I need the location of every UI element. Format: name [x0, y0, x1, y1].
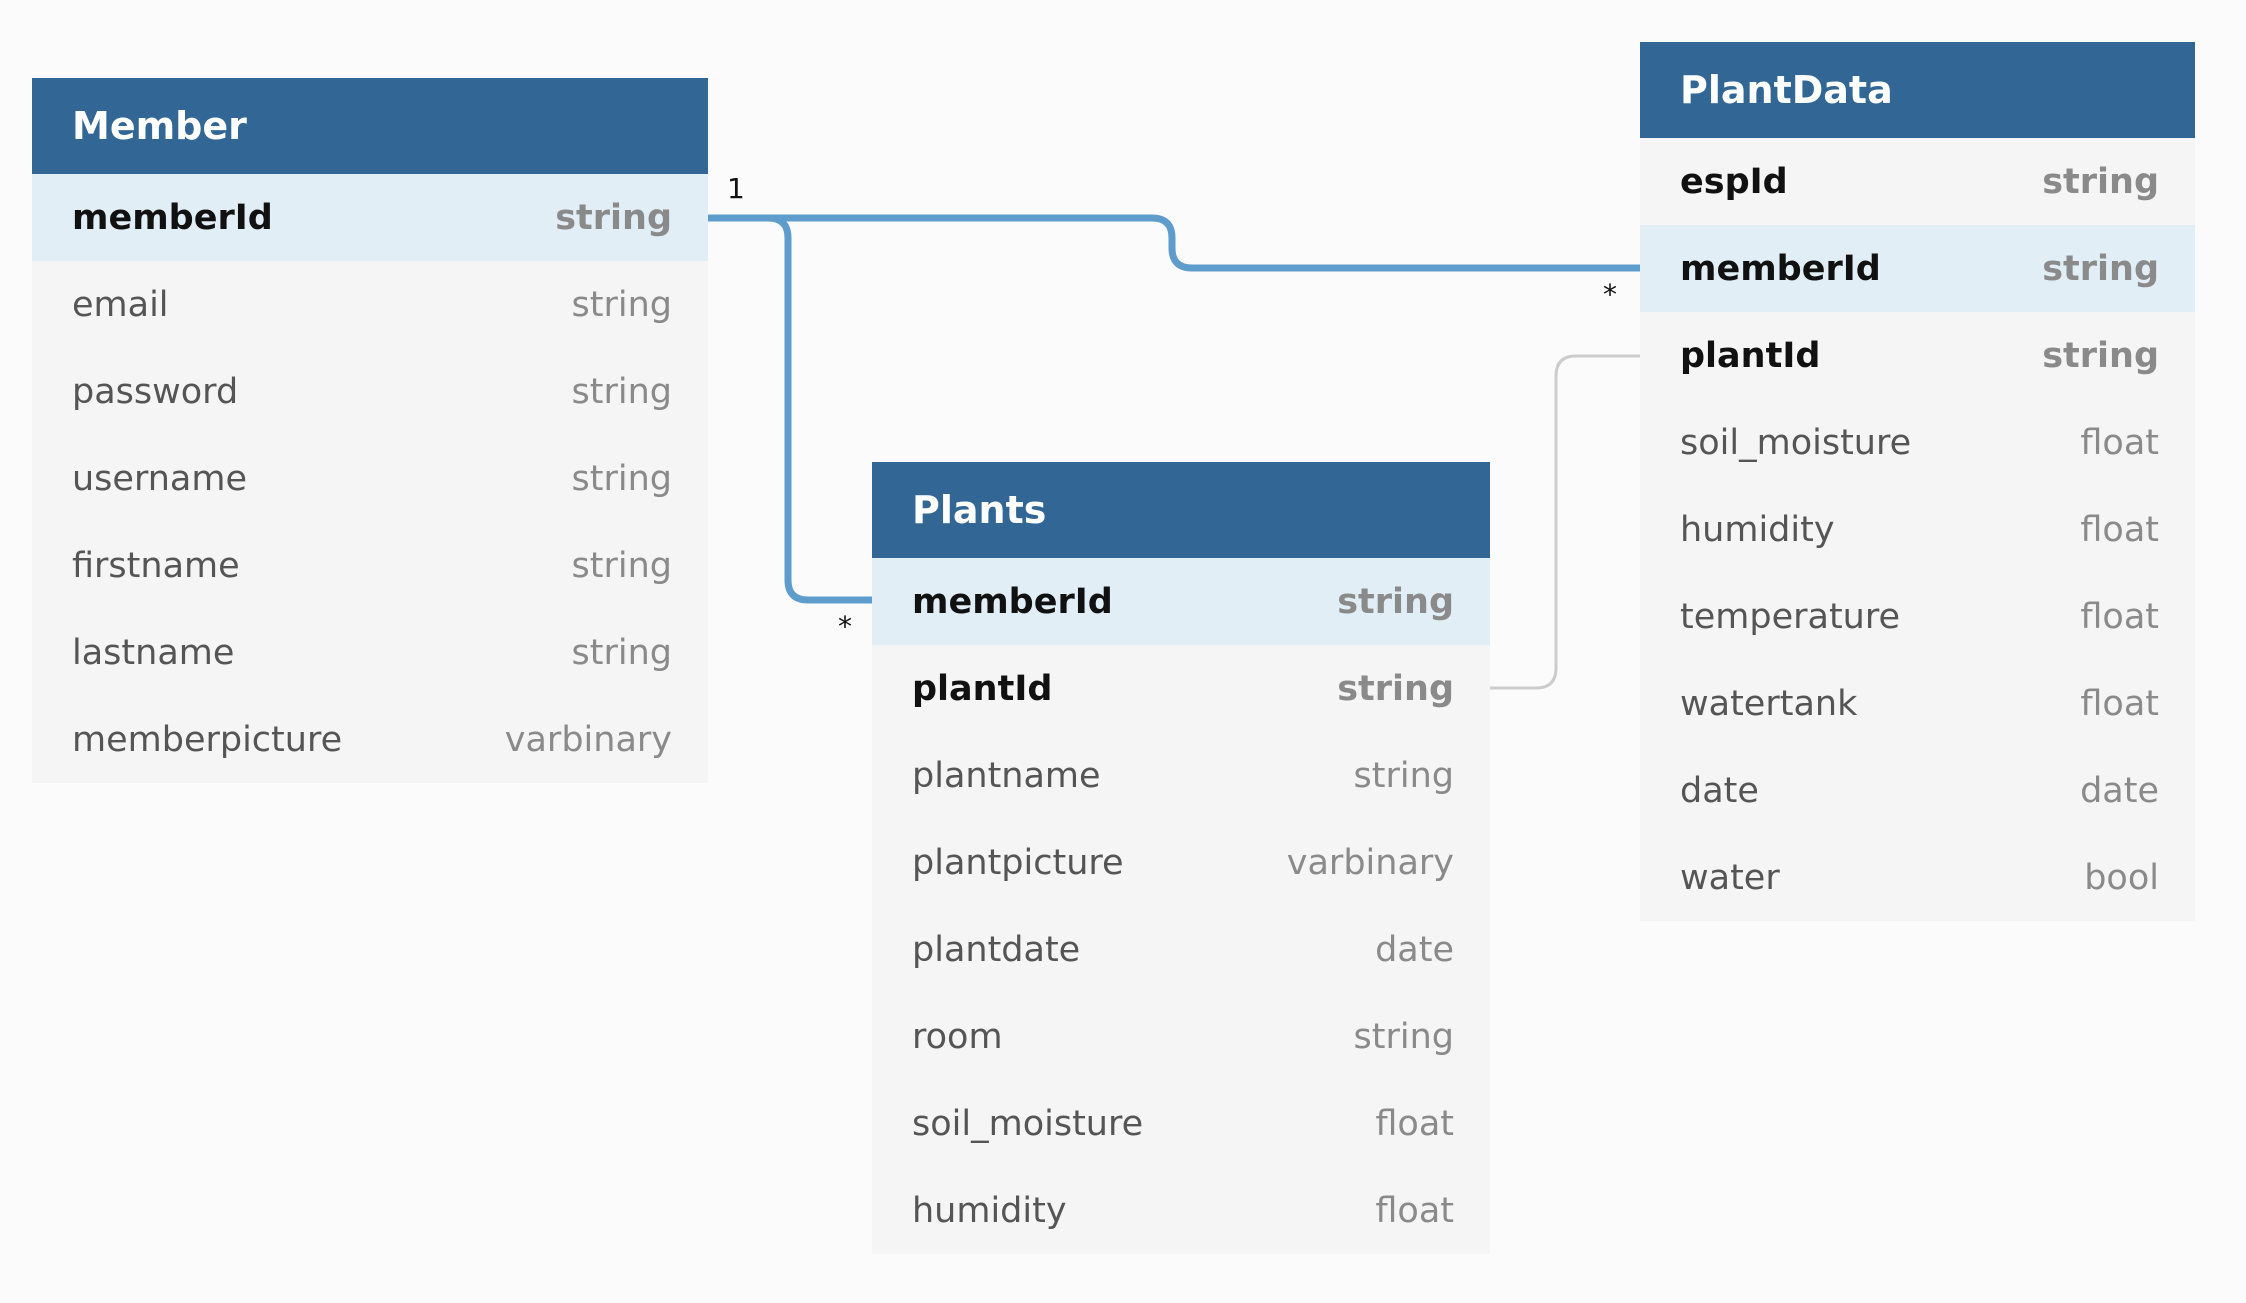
cardinality-one-label: 1 — [727, 172, 745, 205]
field-name: humidity — [1680, 509, 1835, 550]
field-type: string — [2042, 248, 2159, 289]
field-row[interactable]: humidity float — [872, 1167, 1490, 1254]
field-name: soil_moisture — [912, 1103, 1144, 1144]
field-name: memberId — [72, 197, 273, 238]
field-row[interactable]: humidity float — [1640, 486, 2195, 573]
field-type: float — [1375, 1103, 1454, 1144]
field-name: date — [1680, 770, 1759, 811]
field-type: bool — [2084, 857, 2159, 898]
field-name: password — [72, 371, 239, 412]
table-member[interactable]: Member memberId string email string pass… — [32, 78, 708, 783]
field-row[interactable]: plantdate date — [872, 906, 1490, 993]
field-type: string — [1337, 581, 1454, 622]
field-type: string — [2042, 161, 2159, 202]
field-name: memberId — [912, 581, 1113, 622]
field-row[interactable]: password string — [32, 348, 708, 435]
field-row[interactable]: lastname string — [32, 609, 708, 696]
field-row[interactable]: espId string — [1640, 138, 2195, 225]
relation-plants-plantdata — [1490, 354, 1640, 690]
field-row[interactable]: room string — [872, 993, 1490, 1080]
table-member-title[interactable]: Member — [32, 78, 708, 174]
field-type: date — [1375, 929, 1454, 970]
field-name: lastname — [72, 632, 235, 673]
relation-member-plantdata — [708, 214, 1640, 272]
field-name: water — [1680, 857, 1780, 898]
field-type: string — [2042, 335, 2159, 376]
field-row[interactable]: plantId string — [1640, 312, 2195, 399]
field-row[interactable]: plantId string — [872, 645, 1490, 732]
field-row[interactable]: email string — [32, 261, 708, 348]
field-row[interactable]: memberId string — [32, 174, 708, 261]
table-plants[interactable]: Plants memberId string plantId string pl… — [872, 462, 1490, 1254]
field-name: room — [912, 1016, 1003, 1057]
field-name: humidity — [912, 1190, 1067, 1231]
field-name: watertank — [1680, 683, 1858, 724]
field-type: string — [571, 284, 672, 325]
field-row[interactable]: temperature float — [1640, 573, 2195, 660]
field-row[interactable]: memberId string — [1640, 225, 2195, 312]
field-name: plantId — [1680, 335, 1821, 376]
field-name: plantId — [912, 668, 1053, 709]
field-type: float — [2080, 509, 2159, 550]
field-type: date — [2080, 770, 2159, 811]
field-row[interactable]: username string — [32, 435, 708, 522]
field-type: float — [1375, 1190, 1454, 1231]
cardinality-many-label-plantdata: * — [1603, 278, 1617, 311]
table-plantdata-title[interactable]: PlantData — [1640, 42, 2195, 138]
field-row[interactable]: plantname string — [872, 732, 1490, 819]
field-name: username — [72, 458, 247, 499]
field-row[interactable]: watertank float — [1640, 660, 2195, 747]
relation-member-plants — [708, 214, 872, 604]
field-name: email — [72, 284, 169, 325]
field-type: string — [571, 458, 672, 499]
field-name: memberpicture — [72, 719, 343, 760]
field-row[interactable]: water bool — [1640, 834, 2195, 921]
field-row[interactable]: memberId string — [872, 558, 1490, 645]
field-type: string — [1353, 1016, 1454, 1057]
field-name: soil_moisture — [1680, 422, 1912, 463]
field-type: float — [2080, 683, 2159, 724]
cardinality-many-label-plants: * — [838, 610, 852, 643]
field-type: string — [571, 371, 672, 412]
field-row[interactable]: memberpicture varbinary — [32, 696, 708, 783]
field-name: plantname — [912, 755, 1101, 796]
field-type: varbinary — [1286, 842, 1454, 883]
field-row[interactable]: soil_moisture float — [1640, 399, 2195, 486]
table-plantdata[interactable]: PlantData espId string memberId string p… — [1640, 42, 2195, 921]
field-row[interactable]: date date — [1640, 747, 2195, 834]
field-type: varbinary — [504, 719, 672, 760]
table-plants-title[interactable]: Plants — [872, 462, 1490, 558]
field-name: plantdate — [912, 929, 1081, 970]
field-name: espId — [1680, 161, 1788, 202]
field-type: string — [571, 632, 672, 673]
field-type: string — [1337, 668, 1454, 709]
field-type: float — [2080, 596, 2159, 637]
field-name: firstname — [72, 545, 240, 586]
field-type: string — [555, 197, 672, 238]
field-row[interactable]: firstname string — [32, 522, 708, 609]
field-name: memberId — [1680, 248, 1881, 289]
field-row[interactable]: plantpicture varbinary — [872, 819, 1490, 906]
field-name: temperature — [1680, 596, 1900, 637]
field-type: string — [571, 545, 672, 586]
field-type: float — [2080, 422, 2159, 463]
field-name: plantpicture — [912, 842, 1124, 883]
field-row[interactable]: soil_moisture float — [872, 1080, 1490, 1167]
field-type: string — [1353, 755, 1454, 796]
